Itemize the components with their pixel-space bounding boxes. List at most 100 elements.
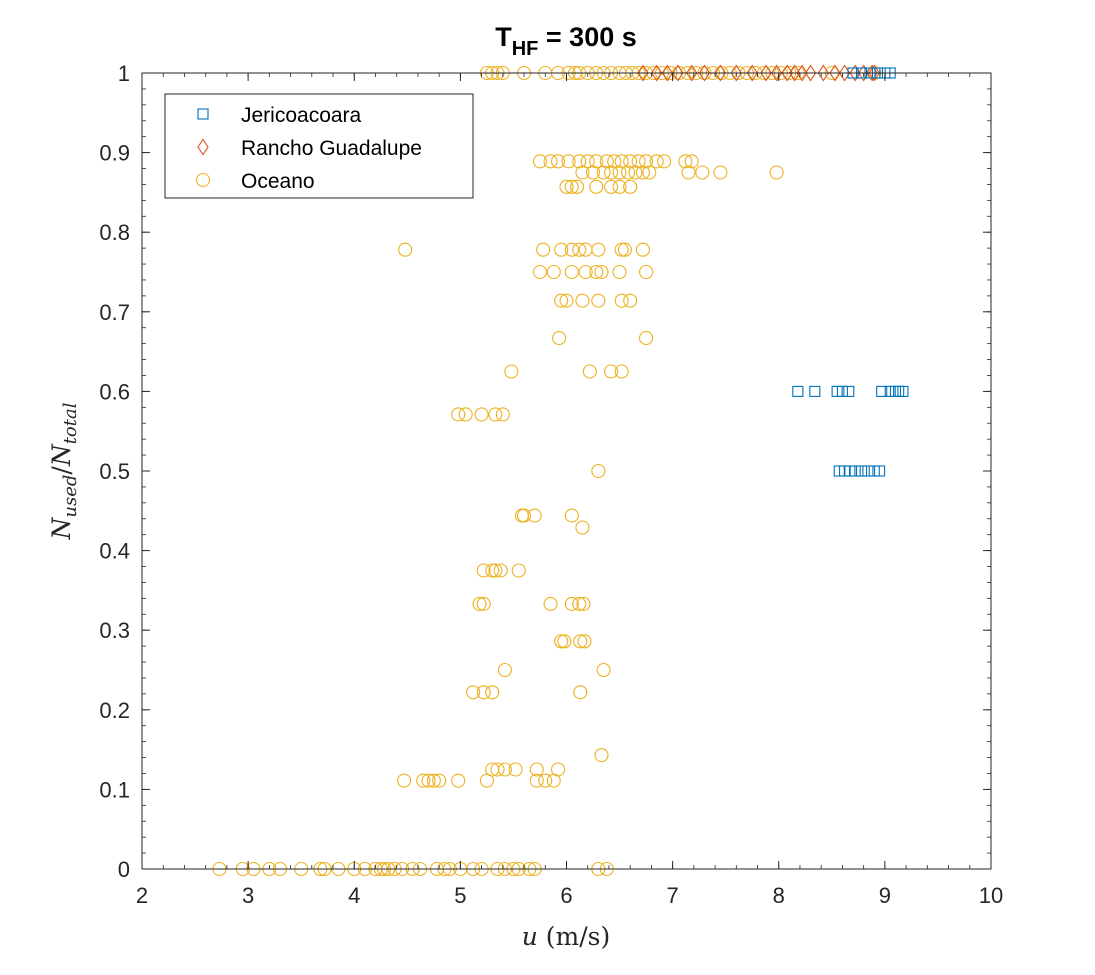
point-oceano [538, 773, 553, 788]
point-oceano [564, 264, 579, 280]
point-oceano [589, 179, 604, 194]
point-oceano [628, 165, 643, 180]
point-oceano [657, 154, 672, 169]
point-jericoacoara [876, 385, 888, 397]
point-oceano [416, 773, 431, 788]
point-oceano [529, 773, 544, 788]
point-oceano [596, 165, 611, 180]
point-rancho-guadalupe [817, 64, 829, 82]
point-oceano [635, 242, 650, 257]
point-oceano [572, 596, 587, 611]
point-oceano [536, 242, 551, 257]
point-oceano [546, 773, 561, 788]
point-oceano [621, 165, 636, 180]
point-rancho-guadalupe [661, 64, 673, 82]
point-oceano [612, 264, 627, 280]
point-oceano [575, 165, 590, 180]
point-jericoacoara [836, 385, 848, 397]
point-oceano [543, 596, 558, 611]
point-rancho-guadalupe [829, 64, 841, 82]
point-oceano [532, 264, 548, 280]
point-oceano [554, 634, 569, 649]
point-oceano [695, 165, 710, 180]
point-oceano [623, 179, 638, 194]
point-oceano [577, 634, 592, 649]
point-oceano [604, 179, 619, 194]
point-oceano [612, 165, 627, 180]
y-tick-label: 0.3 [99, 618, 130, 643]
point-oceano [543, 154, 558, 169]
point-oceano [589, 154, 604, 169]
point-jericoacoara [809, 385, 821, 397]
point-oceano [527, 508, 542, 523]
point-rancho-guadalupe [637, 64, 649, 82]
y-tick-label: 0 [118, 857, 130, 882]
point-oceano [432, 773, 447, 788]
x-tick-label: 3 [242, 883, 254, 908]
point-rancho-guadalupe [781, 64, 793, 82]
point-oceano [516, 508, 532, 523]
point-oceano [564, 242, 579, 257]
point-oceano [564, 508, 579, 523]
point-oceano [532, 154, 548, 169]
point-oceano [554, 242, 569, 257]
point-oceano [604, 364, 619, 379]
x-tick-label: 5 [454, 883, 466, 908]
x-tick-label: 7 [667, 883, 679, 908]
point-oceano [591, 242, 606, 257]
point-oceano [639, 331, 654, 346]
point-oceano [572, 242, 587, 257]
point-jericoacoara [843, 385, 855, 397]
point-oceano [397, 773, 412, 788]
point-oceano [614, 154, 629, 169]
point-rancho-guadalupe [698, 64, 711, 82]
axis-ticks: 2 3 4 5 6 7 8 9 10 0 0.1 0.2 0.3 0.4 0.5 0.6 0.7 0.8 0.9 1 [99, 61, 1003, 908]
legend-marker-jericoacoara [197, 108, 209, 120]
point-oceano [580, 154, 595, 169]
legend-marker-rancho-guadalupe [197, 138, 209, 156]
point-oceano [639, 264, 654, 280]
point-oceano [561, 154, 576, 169]
point-jericoacoara [874, 465, 886, 477]
point-oceano [488, 563, 503, 578]
x-tick-label: 2 [136, 883, 148, 908]
y-tick-label: 0.4 [99, 539, 130, 564]
point-oceano [576, 596, 591, 611]
point-oceano [585, 165, 601, 180]
point-oceano [557, 634, 572, 649]
point-oceano [582, 364, 597, 379]
point-oceano [591, 293, 606, 308]
point-oceano [575, 293, 590, 308]
point-oceano [466, 685, 481, 700]
point-rancho-guadalupe [686, 64, 698, 82]
point-jericoacoara [862, 465, 874, 477]
point-rancho-guadalupe [789, 64, 801, 82]
y-tick-label: 0.6 [99, 379, 130, 404]
point-oceano [649, 154, 664, 169]
point-rancho-guadalupe [760, 64, 772, 82]
point-jericoacoara [849, 465, 861, 477]
point-oceano [635, 165, 650, 180]
legend-marker-oceano [195, 172, 211, 188]
point-oceano [497, 762, 512, 777]
point-oceano [607, 154, 622, 169]
point-oceano [504, 364, 519, 379]
point-oceano [497, 662, 512, 678]
x-tick-label: 8 [773, 883, 785, 908]
point-rancho-guadalupe [746, 64, 758, 82]
point-oceano [421, 773, 436, 788]
point-oceano [552, 331, 567, 346]
chart-title: THF = 300 s [495, 22, 637, 60]
y-tick-label: 0.5 [99, 459, 130, 484]
point-oceano [476, 596, 491, 611]
point-oceano [559, 293, 574, 308]
point-oceano [529, 762, 544, 777]
point-oceano [508, 762, 523, 777]
point-oceano [681, 165, 696, 180]
point-oceano [572, 154, 587, 169]
point-oceano [554, 293, 569, 308]
point-rancho-guadalupe [796, 64, 808, 82]
x-axis-label: u (m/s) [522, 922, 611, 951]
